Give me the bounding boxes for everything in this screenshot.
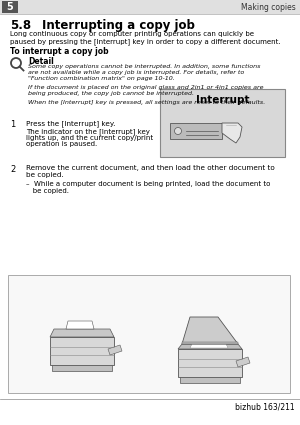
Polygon shape — [190, 344, 228, 348]
Text: be copied.: be copied. — [26, 188, 69, 194]
Bar — [50, 337, 114, 365]
Polygon shape — [108, 345, 122, 355]
Bar — [2, 1, 18, 13]
Text: The indicator on the [Interrupt] key: The indicator on the [Interrupt] key — [26, 128, 150, 135]
Text: Detail: Detail — [28, 57, 54, 66]
Bar — [52, 365, 112, 371]
Polygon shape — [66, 321, 94, 329]
Text: –  While a computer document is being printed, load the document to: – While a computer document is being pri… — [26, 181, 270, 187]
Text: paused by pressing the [Interrupt] key in order to copy a different document.: paused by pressing the [Interrupt] key i… — [10, 38, 280, 45]
Text: 5.8: 5.8 — [10, 19, 31, 32]
Text: To interrupt a copy job: To interrupt a copy job — [10, 47, 109, 56]
Text: are not available while a copy job is interrupted. For details, refer to: are not available while a copy job is in… — [28, 70, 244, 75]
Polygon shape — [50, 329, 114, 337]
Text: bizhub 163/211: bizhub 163/211 — [236, 402, 295, 411]
Text: Long continuous copy or computer printing operations can quickly be: Long continuous copy or computer printin… — [10, 31, 254, 37]
Text: be copied.: be copied. — [26, 172, 64, 178]
Bar — [170, 123, 222, 139]
Text: Remove the current document, and then load the other document to: Remove the current document, and then lo… — [26, 165, 275, 171]
Bar — [0, 0, 300, 14]
Polygon shape — [182, 317, 238, 344]
Text: Some copy operations cannot be interrupted. In addition, some functions: Some copy operations cannot be interrupt… — [28, 64, 260, 69]
Text: Making copies: Making copies — [241, 3, 296, 11]
Text: When the [Interrupt] key is pressed, all settings are reset to their defaults.: When the [Interrupt] key is pressed, all… — [28, 100, 265, 105]
Bar — [180, 377, 240, 383]
Text: 5: 5 — [7, 2, 14, 12]
Bar — [8, 275, 290, 393]
Text: 1: 1 — [10, 120, 15, 129]
Bar — [178, 349, 242, 377]
Polygon shape — [222, 123, 242, 143]
Text: Press the [Interrupt] key.: Press the [Interrupt] key. — [26, 120, 116, 127]
Polygon shape — [182, 342, 238, 344]
Text: operation is paused.: operation is paused. — [26, 141, 97, 147]
Text: 2: 2 — [10, 165, 15, 174]
Circle shape — [175, 128, 182, 134]
Bar — [160, 89, 285, 157]
Polygon shape — [178, 344, 242, 349]
Text: If the document is placed on the original glass and 2in1 or 4in1 copies are: If the document is placed on the origina… — [28, 85, 263, 90]
Text: Interrupt: Interrupt — [196, 95, 249, 105]
Polygon shape — [236, 357, 250, 367]
Text: being produced, the copy job cannot be interrupted.: being produced, the copy job cannot be i… — [28, 91, 194, 96]
Text: Interrupting a copy job: Interrupting a copy job — [42, 19, 195, 32]
Text: "Function combination matrix" on page 10-10.: "Function combination matrix" on page 10… — [28, 76, 175, 81]
Text: lights up, and the current copy/print: lights up, and the current copy/print — [26, 134, 153, 141]
